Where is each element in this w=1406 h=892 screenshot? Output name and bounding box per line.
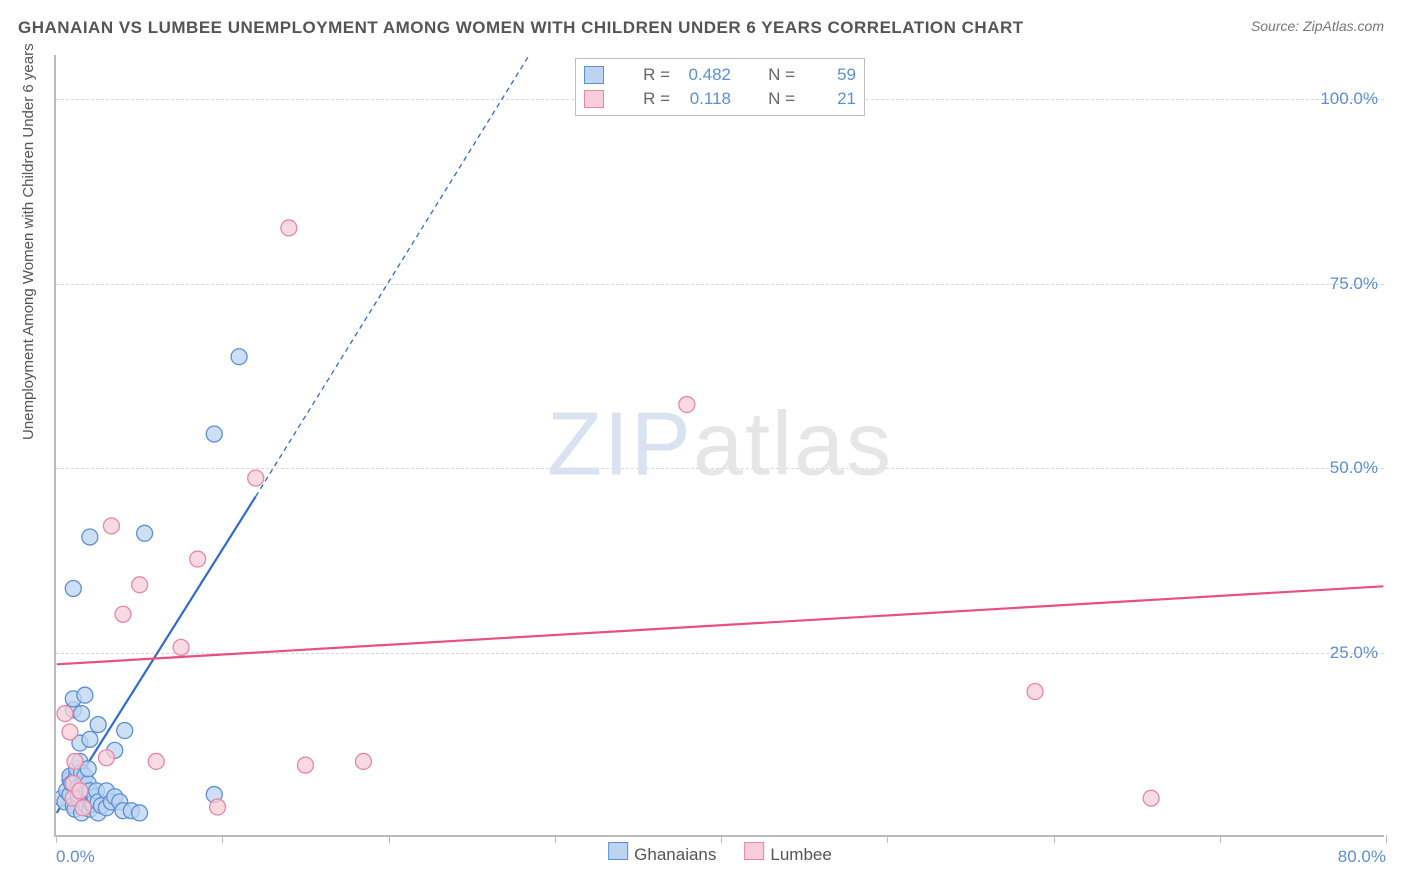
trend-line bbox=[57, 586, 1384, 664]
legend-label-lumbee: Lumbee bbox=[770, 845, 831, 864]
data-point bbox=[90, 717, 106, 733]
data-point bbox=[1143, 790, 1159, 806]
data-point bbox=[248, 470, 264, 486]
y-tick-label: 25.0% bbox=[1330, 643, 1378, 663]
y-tick-label: 75.0% bbox=[1330, 274, 1378, 294]
series-legend: Ghanaians Lumbee bbox=[608, 842, 832, 865]
plot-area: ZIPatlas R = 0.482 N = 59 R = 0.118 N = … bbox=[54, 55, 1384, 837]
data-point bbox=[67, 753, 83, 769]
x-tick-mark bbox=[222, 835, 223, 843]
data-point bbox=[173, 639, 189, 655]
y-tick-label: 100.0% bbox=[1320, 89, 1378, 109]
data-point bbox=[115, 606, 131, 622]
data-point bbox=[297, 757, 313, 773]
data-point bbox=[82, 529, 98, 545]
source-label: Source: ZipAtlas.com bbox=[1251, 18, 1384, 34]
data-point bbox=[77, 687, 93, 703]
data-point bbox=[62, 724, 78, 740]
data-point bbox=[65, 581, 81, 597]
swatch-lumbee bbox=[744, 842, 764, 860]
data-point bbox=[132, 577, 148, 593]
data-point bbox=[98, 750, 114, 766]
data-point bbox=[137, 525, 153, 541]
data-point bbox=[190, 551, 206, 567]
x-tick-mark bbox=[56, 835, 57, 843]
x-tick-mark bbox=[555, 835, 556, 843]
data-point bbox=[355, 753, 371, 769]
data-point bbox=[148, 753, 164, 769]
trend-line-extrapolated bbox=[256, 55, 530, 497]
data-point bbox=[75, 800, 91, 816]
data-point bbox=[57, 706, 73, 722]
x-tick-mark bbox=[389, 835, 390, 843]
x-tick-label: 80.0% bbox=[1338, 847, 1386, 867]
y-tick-label: 50.0% bbox=[1330, 458, 1378, 478]
data-point bbox=[132, 805, 148, 821]
data-point bbox=[74, 706, 90, 722]
data-point bbox=[281, 220, 297, 236]
chart-svg bbox=[56, 55, 1384, 835]
x-tick-mark bbox=[1220, 835, 1221, 843]
swatch-ghanaians bbox=[608, 842, 628, 860]
data-point bbox=[72, 783, 88, 799]
data-point bbox=[103, 518, 119, 534]
x-tick-mark bbox=[721, 835, 722, 843]
legend-item-ghanaians: Ghanaians bbox=[608, 842, 716, 865]
chart-title: GHANAIAN VS LUMBEE UNEMPLOYMENT AMONG WO… bbox=[18, 18, 1024, 38]
data-point bbox=[82, 731, 98, 747]
data-point bbox=[117, 723, 133, 739]
legend-item-lumbee: Lumbee bbox=[744, 842, 831, 865]
x-tick-mark bbox=[1054, 835, 1055, 843]
legend-label-ghanaians: Ghanaians bbox=[634, 845, 716, 864]
data-point bbox=[1027, 684, 1043, 700]
x-tick-mark bbox=[1386, 835, 1387, 843]
data-point bbox=[206, 426, 222, 442]
y-axis-label: Unemployment Among Women with Children U… bbox=[20, 43, 37, 440]
data-point bbox=[231, 349, 247, 365]
data-point bbox=[679, 397, 695, 413]
x-tick-mark bbox=[887, 835, 888, 843]
data-point bbox=[210, 799, 226, 815]
x-tick-label: 0.0% bbox=[56, 847, 95, 867]
